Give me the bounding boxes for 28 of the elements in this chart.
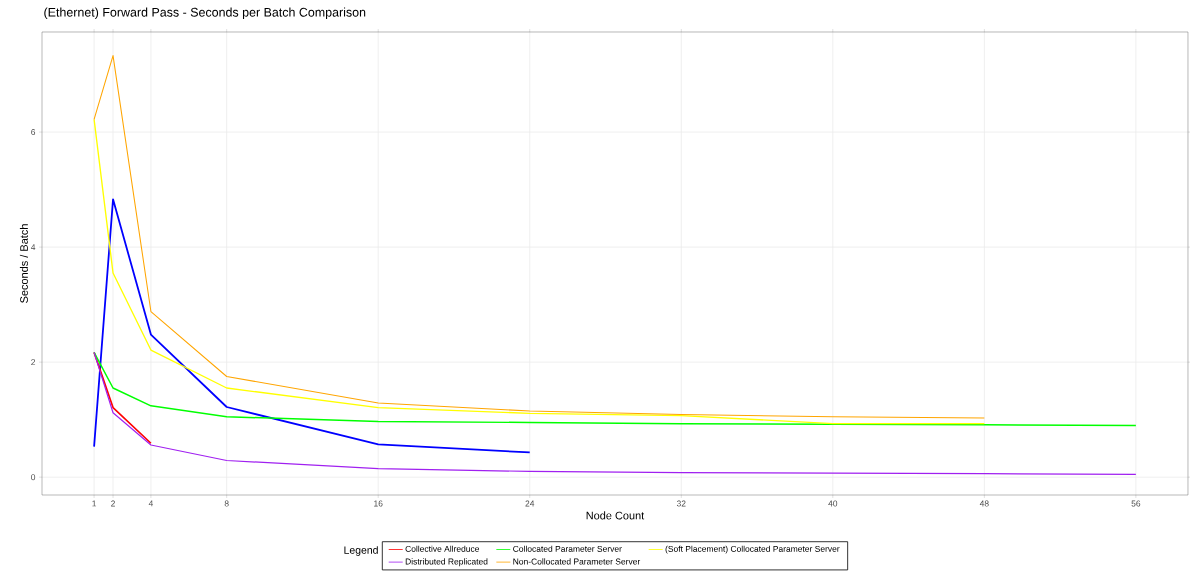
- legend-label: Non-Collocated Parameter Server: [513, 558, 641, 565]
- x-tick-label: 32: [676, 500, 686, 507]
- x-tick-label: 4: [148, 500, 154, 507]
- y-tick-label: 2: [31, 359, 36, 366]
- line-series: [93, 118, 986, 425]
- x-tick-label: 2: [111, 500, 115, 507]
- line-series: [93, 351, 1137, 427]
- x-tick-label: 8: [224, 500, 229, 507]
- x-tick-label: 16: [374, 500, 383, 507]
- legend-label: Collocated Parameter Server: [513, 545, 622, 552]
- x-tick-label: 24: [525, 500, 535, 507]
- line-series: [93, 351, 1137, 475]
- x-axis-title: Node Count: [586, 511, 645, 520]
- x-tick-label: 1: [92, 500, 97, 507]
- y-tick-label: 0: [31, 474, 36, 481]
- y-tick-label: 4: [30, 244, 36, 251]
- line-series: [93, 198, 531, 454]
- y-tick-label: 6: [31, 129, 36, 136]
- legend-label: (Soft Placement) Collocated Parameter Server: [665, 545, 840, 554]
- line-series: [93, 55, 985, 419]
- x-tick-label: 40: [828, 500, 838, 507]
- legend-label: Collective Allreduce: [405, 545, 480, 552]
- y-axis-title: Seconds / Batch: [19, 224, 28, 303]
- x-tick-label: 48: [979, 500, 989, 507]
- chart-title: (Ethernet) Forward Pass - Seconds per Batch Comparison: [44, 7, 366, 20]
- legend-title: Legend: [344, 546, 378, 556]
- x-tick-label: 56: [1131, 500, 1141, 507]
- legend-label: Distributed Replicated: [405, 558, 488, 567]
